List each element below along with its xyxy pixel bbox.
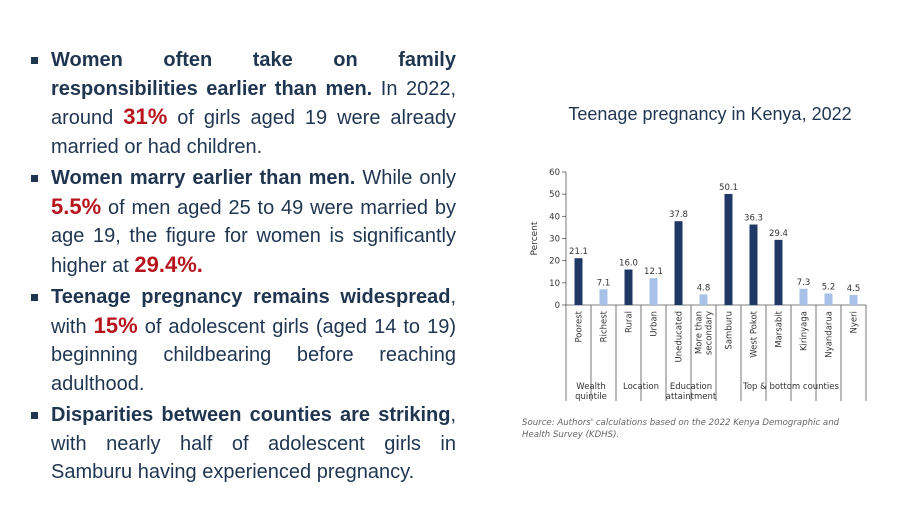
bullet-text: of girls aged 19 were already married or… [51,107,456,158]
bar-rural [624,269,633,305]
bullet-text: , with nearly half of adolescent girls i… [51,404,456,483]
source-note: Source: Authors' calculations based on t… [522,418,840,440]
highlight-figure: 31% [123,104,168,129]
value-label: 7.1 [597,278,611,288]
category-label: Marsabit [775,310,785,347]
value-label: 5.2 [822,282,836,292]
highlight-figure: 29.4%. [134,251,203,277]
highlight-figure: 15% [93,312,138,338]
value-label: 4.5 [847,284,861,294]
bullet-item: Teenage pregnancy remains widespread, wi… [28,283,456,398]
group-label: Location [623,382,659,392]
value-label: 36.3 [744,214,763,224]
category-label: Kirinyaga [800,311,810,351]
highlight-figure: 5.5% [51,193,102,219]
bar-poorest [574,258,583,305]
value-label: 7.3 [797,278,811,288]
group-label: Education [670,382,712,392]
chart-title: Teenage pregnancy in Kenya, 2022 [568,104,852,124]
category-label: Nyandarua [825,311,835,358]
bullet-lead: Disparities between counties are strikin… [51,404,451,426]
value-label: 21.1 [569,247,588,257]
value-label: 12.1 [644,267,663,277]
bullet-text: While only [355,167,457,189]
bullet-marker-icon [31,412,38,419]
value-label: 29.4 [769,229,788,239]
y-tick-label: 10 [549,279,560,289]
bullet-text: of men aged 25 to 49 were married by age… [51,196,456,277]
bar-uneducated [674,221,683,305]
category-label: Rural [625,311,635,333]
category-label: West Pokot [750,310,760,357]
bullet-text: In 2022, around [51,77,457,130]
bar-kirinyaga [799,288,808,305]
value-label: 50.1 [719,183,738,193]
category-label: More thansecondary [695,311,715,355]
bar-nyeri [849,295,858,305]
bullet-marker-icon [31,175,38,182]
group-label: attaintment [666,392,717,402]
bullet-text: of adolescent girls (aged 14 to 19) begi… [51,315,457,395]
group-label: Wealth [576,382,605,392]
bullet-lead: Women often take on family responsibilit… [51,49,456,100]
bar-richest [599,289,608,305]
value-label: 16.0 [619,259,638,269]
bullet-lead: Teenage pregnancy remains widespread [51,286,451,308]
bar-marsabit [774,239,783,305]
bar-more-than-secondary [699,294,708,305]
bullet-item: Women marry earlier than men. While only… [28,164,456,280]
y-axis-label: Percent [530,221,540,255]
y-tick-label: 20 [549,257,560,267]
y-tick-label: 0 [555,301,560,311]
y-tick-label: 40 [549,212,560,222]
bullet-item: Women often take on family responsibilit… [28,46,456,161]
group-label: Top & bottom counties [742,382,839,392]
bullet-text: , with [51,286,456,338]
value-label: 37.8 [669,210,688,220]
category-label: Richest [600,310,610,342]
bar-west-pokot [749,224,758,305]
category-label: Samburu [725,311,735,350]
y-tick-label: 50 [549,190,560,200]
bullet-marker-icon [31,294,38,301]
y-tick-label: 60 [549,168,560,178]
category-label: Nyeri [850,311,860,333]
category-label: Urban [650,311,660,337]
bullet-item: Disparities between counties are strikin… [28,401,456,487]
category-label: Uneducated [675,311,685,362]
bar-samburu [724,193,733,305]
bullet-lead: Women marry earlier than men. [51,167,356,189]
bar-urban [649,278,658,305]
y-tick-label: 30 [549,235,560,245]
bar-nyandarua [824,293,833,305]
category-label: Poorest [575,310,585,342]
value-label: 4.8 [697,283,711,293]
group-label: quintile [575,392,607,402]
bullet-marker-icon [31,57,38,64]
bullet-list: Women often take on family responsibilit… [28,46,456,490]
bar-chart: 0 10 20 30 40 50 60 Percent 21.1 Poorest 7.1 Riches… [530,168,867,402]
